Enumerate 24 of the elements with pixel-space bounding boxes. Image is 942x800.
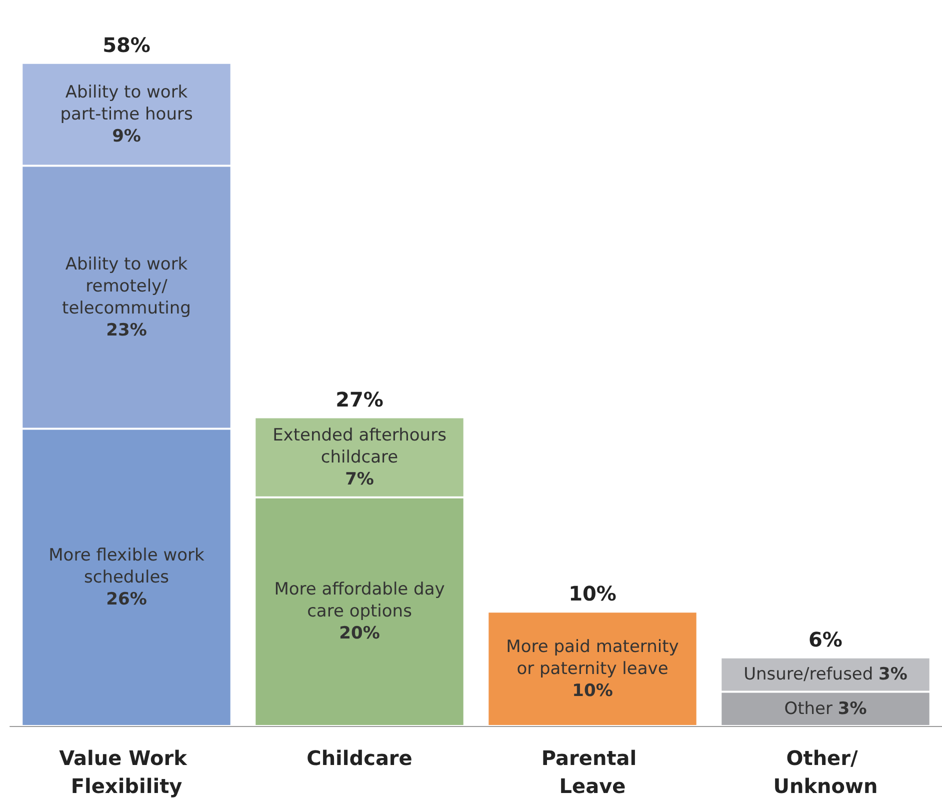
x-tick-label: Value Work Flexibility xyxy=(59,746,194,798)
x-tick-label: Childcare xyxy=(306,746,412,770)
total-label: 58% xyxy=(102,32,150,57)
series-label: Extended afterhours childcare xyxy=(272,425,447,468)
data-label: 26% xyxy=(106,589,147,610)
total-label: 6% xyxy=(808,627,842,652)
data-label: 3% xyxy=(878,664,908,685)
series-label: Ability to work remotely/ telecommuting xyxy=(62,254,191,318)
series-label: More paid maternity or paternity leave xyxy=(506,636,679,679)
series-label: Unsure/refused xyxy=(744,664,874,685)
data-label: 10% xyxy=(572,680,613,701)
series-label: More affordable day care options xyxy=(274,580,445,622)
data-label: 20% xyxy=(339,624,380,644)
data-label: 9% xyxy=(112,126,141,146)
data-label: 3% xyxy=(838,698,867,719)
total-label: 27% xyxy=(336,387,384,412)
x-tick-label: Other/ Unknown xyxy=(773,746,878,798)
series-label: More flexible work schedules xyxy=(48,545,205,588)
data-label: 23% xyxy=(106,320,147,340)
total-label: 10% xyxy=(568,582,616,606)
series-label: Ability to work part-time hours xyxy=(60,82,193,124)
series-label: Other xyxy=(784,698,833,719)
x-tick-label: Parental Leave xyxy=(541,746,644,798)
data-label: 7% xyxy=(345,469,374,490)
